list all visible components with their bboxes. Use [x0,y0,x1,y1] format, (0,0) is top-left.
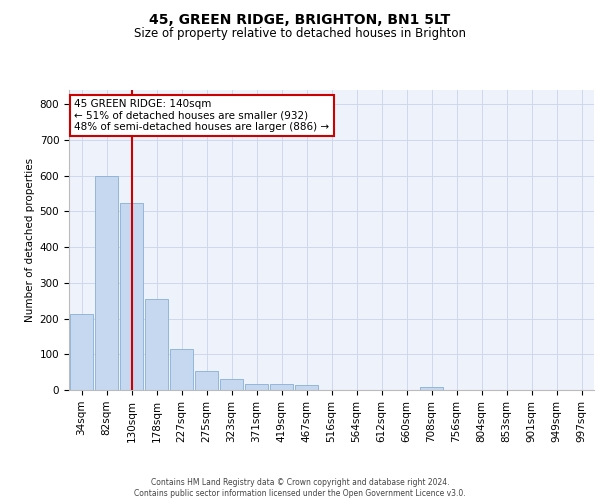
Text: 45, GREEN RIDGE, BRIGHTON, BN1 5LT: 45, GREEN RIDGE, BRIGHTON, BN1 5LT [149,12,451,26]
Bar [270,384,293,390]
Bar [245,384,268,390]
Bar [145,299,168,390]
Bar [170,349,193,390]
Bar [195,371,218,390]
Text: Contains HM Land Registry data © Crown copyright and database right 2024.
Contai: Contains HM Land Registry data © Crown c… [134,478,466,498]
Bar [220,378,243,390]
Bar [120,202,143,390]
Bar [295,386,318,390]
Bar [70,314,93,390]
Bar [95,176,118,390]
Text: Size of property relative to detached houses in Brighton: Size of property relative to detached ho… [134,28,466,40]
Bar [420,387,443,390]
Y-axis label: Number of detached properties: Number of detached properties [25,158,35,322]
Text: 45 GREEN RIDGE: 140sqm
← 51% of detached houses are smaller (932)
48% of semi-de: 45 GREEN RIDGE: 140sqm ← 51% of detached… [74,99,329,132]
